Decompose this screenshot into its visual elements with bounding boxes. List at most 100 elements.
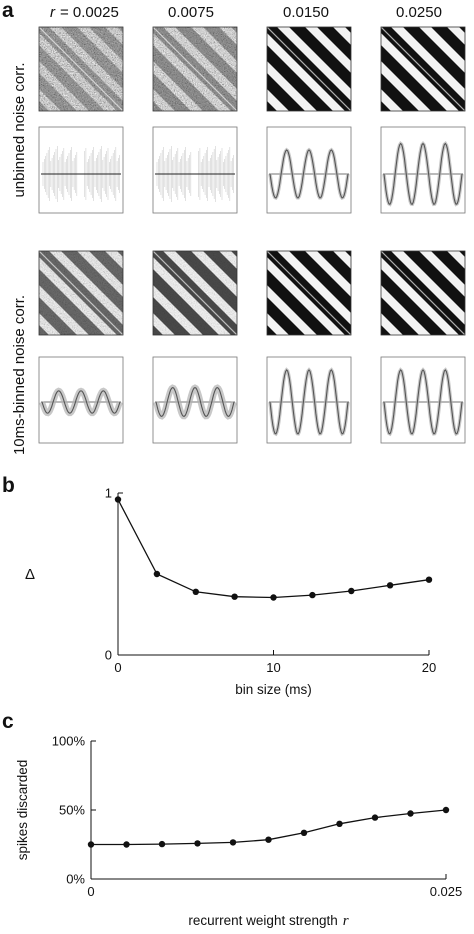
noise-corr-matrix — [266, 250, 352, 336]
matrix-band — [345, 27, 351, 33]
matrix-frame — [380, 250, 466, 336]
data-point — [192, 588, 199, 595]
noise-corr-profile — [380, 126, 466, 214]
matrix-band — [381, 269, 447, 335]
matrix-band — [267, 45, 333, 111]
matrix-band — [431, 251, 465, 285]
data-point — [229, 839, 237, 846]
matrix-band — [403, 27, 465, 89]
noise-corr-profile — [380, 356, 466, 444]
matrix-band — [267, 297, 305, 335]
r-value-3: 0.0150 — [283, 4, 329, 21]
profile-trace — [383, 369, 463, 435]
matrix-band — [317, 251, 351, 285]
matrix-band — [61, 27, 123, 89]
matrix-band — [39, 297, 77, 335]
matrix-diagonal — [153, 27, 237, 111]
matrix-band — [267, 101, 277, 111]
data-point — [114, 496, 122, 503]
data-point — [153, 570, 161, 578]
panel-b-letter: b — [2, 474, 15, 497]
matrix-band — [175, 251, 237, 313]
matrix-band — [153, 101, 163, 111]
matrix-band — [381, 73, 419, 111]
matrix-band — [39, 101, 49, 111]
matrix-band — [61, 251, 123, 313]
matrix-band — [459, 27, 465, 33]
matrix-band — [431, 27, 465, 61]
profile-trace — [155, 386, 235, 418]
noise-corr-matrix — [38, 250, 124, 336]
matrix-diagonal — [153, 251, 237, 335]
matrix-band — [89, 27, 123, 61]
data-point — [231, 593, 238, 600]
r-value-4: 0.0250 — [396, 4, 442, 21]
data-point — [348, 587, 355, 595]
data-point — [158, 840, 166, 848]
noise-corr-profile — [152, 126, 238, 214]
matrix-band — [381, 101, 391, 111]
series-line — [117, 499, 430, 599]
profile-trace — [383, 142, 463, 206]
noise-corr-profile — [152, 356, 238, 444]
noise-corr-matrix — [380, 250, 466, 336]
x-axis-title-symbol: r — [343, 913, 349, 929]
matrix-band — [231, 27, 237, 33]
matrix-band — [153, 73, 191, 111]
data-point — [309, 591, 316, 599]
profile-trace — [269, 149, 349, 199]
data-point — [300, 829, 308, 836]
matrix-frame — [38, 250, 124, 336]
noise-corr-profile — [266, 126, 352, 214]
x-tick-label: 20 — [422, 660, 436, 675]
matrix-band — [39, 45, 105, 111]
x-axis-title: bin size (ms) — [235, 682, 312, 697]
r-value-1: = 0.0025 — [60, 4, 119, 21]
matrix-band — [39, 73, 77, 111]
panel-a-letter: a — [2, 0, 14, 22]
matrix-band — [267, 325, 277, 335]
matrix-band — [459, 251, 465, 257]
data-point — [123, 841, 130, 848]
matrix-band — [267, 269, 333, 335]
matrix-frame — [266, 26, 352, 112]
matrix-frame — [380, 26, 466, 112]
matrix-band — [267, 73, 305, 111]
profile-frame — [380, 126, 466, 214]
profile-trace — [41, 390, 121, 414]
matrix-band — [39, 325, 49, 335]
y-axis-title: Δ — [25, 566, 35, 583]
matrix-diagonal — [381, 27, 465, 111]
y-axis-title: spikes discarded — [15, 760, 30, 861]
noise-corr-matrix — [380, 26, 466, 112]
panel-c-chart: 0% 50% 100% 0 0.025 recurrent weight strength… — [15, 734, 462, 930]
r-value-2: 0.0075 — [168, 4, 214, 21]
matrix-band — [289, 27, 351, 89]
data-point — [386, 582, 394, 589]
matrix-band — [89, 251, 123, 285]
matrix-diagonal — [267, 27, 351, 111]
y-tick-label: 1 — [105, 486, 112, 501]
noise-corr-matrix — [152, 250, 238, 336]
data-point — [425, 576, 433, 583]
data-point — [336, 820, 343, 827]
r-value-labels: r = 0.0025 0.0075 0.0150 0.0250 — [50, 4, 442, 21]
data-point — [194, 840, 201, 847]
noise-corr-matrix — [38, 26, 124, 112]
matrix-diagonal — [381, 251, 465, 335]
matrix-frame — [38, 26, 124, 112]
profile-frame — [266, 126, 352, 214]
matrix-band — [153, 269, 219, 335]
data-point — [87, 841, 95, 848]
matrix-band — [203, 27, 237, 61]
matrix-band — [153, 45, 219, 111]
matrix-band — [381, 297, 419, 335]
matrix-band — [153, 325, 163, 335]
data-point — [407, 810, 414, 817]
x-tick-label: 0 — [87, 884, 94, 899]
data-point — [270, 594, 277, 601]
row-label-unbinned: unbinned noise corr. — [11, 62, 28, 197]
y-tick-label: 0% — [66, 872, 85, 887]
y-tick-label: 0 — [105, 648, 112, 663]
